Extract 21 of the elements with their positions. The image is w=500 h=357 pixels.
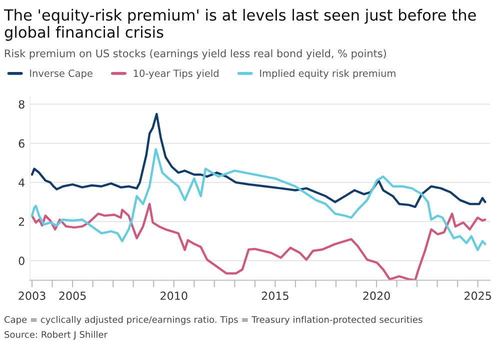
- chart-title: The 'equity-risk premium' is at levels last seen just before the global financial crisis: [4, 8, 476, 41]
- source-note: Source: Robert J Shiller: [4, 330, 108, 340]
- y-tick-label: 8: [18, 100, 24, 109]
- legend-label: Inverse Cape: [30, 70, 92, 79]
- line-series: [30, 202, 486, 280]
- y-tick-label: 6: [18, 139, 24, 148]
- x-tick-label: 2010: [160, 292, 188, 300]
- x-tick-label: 2015: [262, 292, 288, 300]
- x-tick-label: 2005: [59, 292, 86, 300]
- y-tick-label: 0: [18, 256, 24, 266]
- legend-label: 10-year Tips yield: [134, 69, 218, 79]
- y-tick-label: 2: [18, 218, 24, 226]
- x-tick-label: 2025: [464, 292, 492, 300]
- x-tick-label: 2020: [363, 292, 390, 300]
- legend-label: Implied equity risk premium: [260, 69, 396, 79]
- text: Cape = cyclically adjusted price/earnings ratio. Tips = Treasury inflation-protected securities: [4, 316, 422, 325]
- x-tick-label: 2003: [18, 292, 46, 300]
- line-series: [30, 112, 486, 208]
- line-series: [30, 148, 486, 252]
- chart-subtitle: Risk premium on US stocks (earnings yield less real bond yield, % points): [5, 49, 386, 60]
- y-tick-label: 4: [18, 178, 25, 187]
